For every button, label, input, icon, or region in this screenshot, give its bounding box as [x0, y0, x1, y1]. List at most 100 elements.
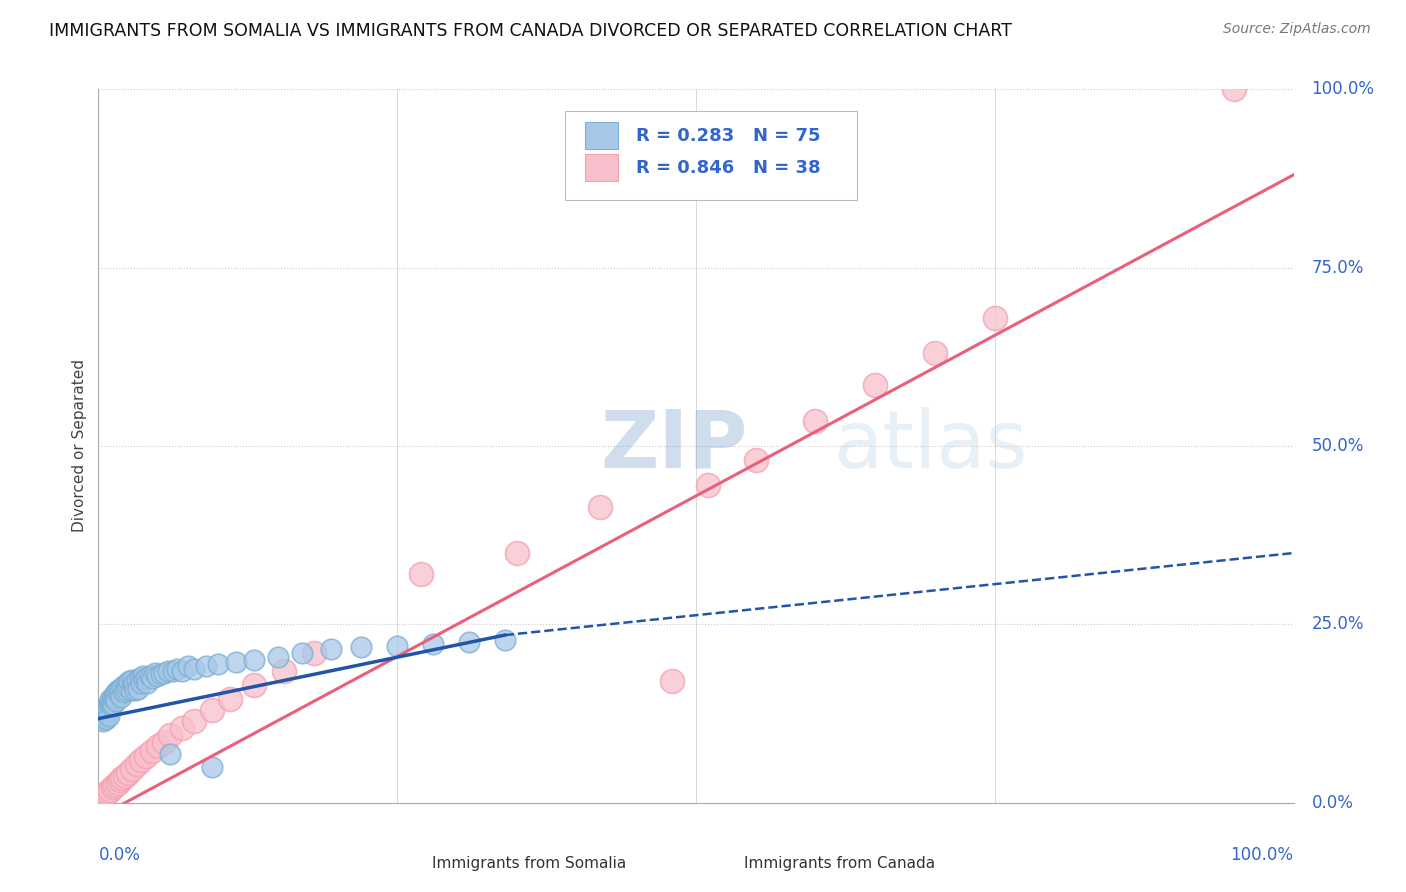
- Point: [110, 690, 132, 705]
- Point: [101, 698, 124, 712]
- Point: [924, 346, 946, 360]
- Point: [458, 635, 481, 649]
- Point: [135, 749, 157, 764]
- Point: [115, 683, 138, 698]
- Point: [103, 692, 125, 706]
- Point: [225, 655, 247, 669]
- Text: R = 0.283   N = 75: R = 0.283 N = 75: [637, 127, 821, 145]
- Point: [131, 676, 153, 690]
- Point: [108, 772, 131, 787]
- Text: ZIP: ZIP: [600, 407, 748, 485]
- Text: 25.0%: 25.0%: [1312, 615, 1364, 633]
- Point: [118, 674, 141, 689]
- Point: [96, 699, 118, 714]
- Point: [100, 694, 122, 708]
- Point: [98, 783, 122, 797]
- Point: [141, 671, 163, 685]
- Point: [385, 639, 409, 653]
- Point: [804, 414, 827, 428]
- FancyBboxPatch shape: [585, 154, 619, 181]
- Text: Immigrants from Canada: Immigrants from Canada: [744, 856, 935, 871]
- Point: [108, 681, 131, 696]
- Text: R = 0.846   N = 38: R = 0.846 N = 38: [637, 159, 821, 177]
- Point: [98, 692, 122, 706]
- Point: [90, 710, 112, 724]
- Point: [156, 664, 179, 678]
- Point: [93, 703, 115, 717]
- Point: [111, 771, 134, 785]
- Point: [135, 671, 157, 685]
- Text: IMMIGRANTS FROM SOMALIA VS IMMIGRANTS FROM CANADA DIVORCED OR SEPARATED CORRELAT: IMMIGRANTS FROM SOMALIA VS IMMIGRANTS FR…: [49, 22, 1012, 40]
- Point: [104, 778, 127, 792]
- Point: [125, 673, 148, 687]
- Point: [127, 681, 149, 696]
- Point: [183, 714, 205, 728]
- Point: [111, 680, 134, 694]
- Point: [589, 500, 612, 514]
- Point: [141, 744, 163, 758]
- Point: [149, 667, 172, 681]
- Point: [136, 676, 159, 690]
- Point: [321, 642, 343, 657]
- Point: [121, 673, 143, 687]
- Point: [114, 769, 136, 783]
- Point: [159, 747, 181, 762]
- Point: [101, 780, 124, 794]
- Point: [90, 792, 112, 806]
- Point: [172, 664, 194, 678]
- Point: [243, 653, 266, 667]
- FancyBboxPatch shape: [702, 834, 728, 855]
- Point: [104, 690, 127, 705]
- Point: [201, 760, 224, 774]
- Point: [132, 673, 155, 687]
- Point: [183, 662, 205, 676]
- Point: [984, 310, 1007, 325]
- Point: [697, 478, 720, 492]
- Point: [120, 683, 142, 698]
- Point: [166, 662, 188, 676]
- Point: [114, 678, 136, 692]
- Point: [117, 765, 139, 780]
- Point: [122, 678, 145, 692]
- Point: [129, 671, 152, 685]
- Text: Source: ZipAtlas.com: Source: ZipAtlas.com: [1223, 22, 1371, 37]
- Point: [107, 683, 129, 698]
- Point: [91, 714, 114, 728]
- Text: 0.0%: 0.0%: [1312, 794, 1354, 812]
- Point: [162, 664, 184, 678]
- Point: [100, 699, 122, 714]
- Point: [98, 708, 121, 723]
- Text: atlas: atlas: [834, 407, 1028, 485]
- Point: [96, 706, 118, 721]
- Text: 100.0%: 100.0%: [1312, 80, 1375, 98]
- Point: [143, 665, 166, 680]
- Point: [411, 567, 433, 582]
- Point: [124, 676, 146, 690]
- Point: [98, 696, 121, 710]
- Point: [207, 657, 229, 671]
- Point: [107, 776, 129, 790]
- Point: [97, 701, 120, 715]
- Point: [98, 698, 122, 712]
- Point: [93, 708, 115, 723]
- FancyBboxPatch shape: [404, 834, 429, 855]
- Point: [177, 658, 200, 673]
- Point: [291, 646, 314, 660]
- Point: [267, 649, 290, 664]
- Point: [101, 690, 124, 705]
- Point: [105, 694, 128, 708]
- Point: [153, 665, 176, 680]
- Point: [131, 669, 153, 683]
- Point: [302, 646, 325, 660]
- Point: [273, 664, 295, 678]
- Point: [94, 712, 117, 726]
- Y-axis label: Divorced or Separated: Divorced or Separated: [72, 359, 87, 533]
- Point: [745, 453, 768, 467]
- Point: [865, 378, 887, 392]
- Point: [91, 712, 114, 726]
- Point: [350, 640, 373, 655]
- Text: 100.0%: 100.0%: [1230, 846, 1294, 863]
- Point: [494, 633, 516, 648]
- FancyBboxPatch shape: [585, 122, 619, 149]
- Point: [219, 692, 242, 706]
